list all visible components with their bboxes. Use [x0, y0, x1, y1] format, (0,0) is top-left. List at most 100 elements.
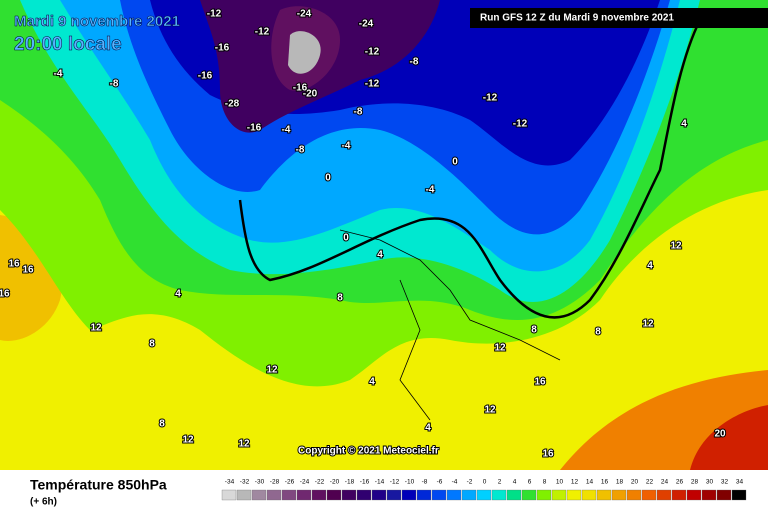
- temperature-field: [0, 0, 768, 470]
- contour-label: 12: [494, 343, 506, 354]
- scale-tick-label: 14: [586, 479, 594, 486]
- contour-label: 12: [238, 439, 250, 450]
- contour-label: -4: [342, 141, 351, 152]
- contour-label: 12: [670, 241, 682, 252]
- contour-label: -12: [365, 47, 380, 58]
- contour-label: -8: [296, 145, 305, 156]
- contour-label: 8: [159, 419, 165, 430]
- scale-tick-label: 20: [631, 479, 639, 486]
- scale-tick-label: -6: [437, 479, 443, 486]
- run-info: Run GFS 12 Z du Mardi 9 novembre 2021: [480, 13, 674, 24]
- contour-label: 4: [425, 423, 431, 434]
- scale-tick-label: 10: [556, 479, 564, 486]
- contour-labels: -12 -24-24-12-16 -12-4-8-16-28-20-16-16-12…: [0, 8, 727, 461]
- contour-label: 12: [484, 405, 496, 416]
- scale-swatch: [536, 489, 552, 501]
- scale-swatch: [326, 489, 342, 501]
- contour-label: 16: [542, 449, 554, 460]
- scale-swatch: [701, 489, 717, 501]
- scale-tick-label: -12: [390, 479, 400, 486]
- scale-swatch: [611, 489, 627, 501]
- scale-tick-label: 16: [601, 479, 609, 486]
- contour-label: 12: [90, 323, 102, 334]
- field-minus-32: [288, 31, 321, 74]
- contour-label: -16: [215, 43, 230, 54]
- scale-swatch: [461, 489, 477, 501]
- scale-swatch: [476, 489, 492, 501]
- contour-label: -4: [426, 185, 435, 196]
- contour-label: 0: [343, 233, 349, 244]
- contour-label: -12: [483, 93, 498, 104]
- local-time: 20:00 locale: [14, 34, 122, 55]
- scale-swatch: [356, 489, 372, 501]
- scale-swatch: [266, 489, 282, 501]
- contour-label: 8: [149, 339, 155, 350]
- contour-label: 12: [642, 319, 654, 330]
- scale-tick-label: -2: [467, 479, 473, 486]
- scale-swatch: [401, 489, 417, 501]
- contour-label: 4: [369, 377, 375, 388]
- contour-label: -16: [198, 71, 213, 82]
- scale-tick-label: 18: [616, 479, 624, 486]
- contour-label: -8: [354, 107, 363, 118]
- scale-swatch: [311, 489, 327, 501]
- scale-swatch: [656, 489, 672, 501]
- scale-tick-label: -22: [315, 479, 325, 486]
- scale-swatch: [716, 489, 732, 501]
- scale-tick-label: 6: [528, 479, 532, 486]
- scale-tick-label: -34: [225, 479, 235, 486]
- scale-swatch: [641, 489, 657, 501]
- scale-swatch: [521, 489, 537, 501]
- contour-label: 8: [595, 327, 601, 338]
- contour-label: 4: [681, 119, 687, 130]
- contour-label: -20: [303, 89, 318, 100]
- run-box: [470, 8, 768, 28]
- scale-tick-label: -30: [255, 479, 265, 486]
- scale-tick-label: 2: [498, 479, 502, 486]
- scale-tick-label: -10: [405, 479, 415, 486]
- scale-swatch: [491, 489, 507, 501]
- scale-swatch: [506, 489, 522, 501]
- contour-label: 16: [534, 377, 546, 388]
- scale-swatch: [581, 489, 597, 501]
- scale-tick-label: 0: [483, 479, 487, 486]
- scale-swatch: [731, 489, 747, 501]
- scale-swatch: [281, 489, 297, 501]
- contour-label: -24: [297, 9, 312, 20]
- scale-tick-label: 32: [721, 479, 729, 486]
- contour-label: -16: [247, 123, 262, 134]
- scale-tick-label: -16: [360, 479, 370, 486]
- coastline: [339, 229, 561, 421]
- scale-tick-label: -26: [285, 479, 295, 486]
- scale-tick-label: 34: [736, 479, 744, 486]
- scale-tick-label: -8: [422, 479, 428, 486]
- contour-label: -8: [110, 79, 119, 90]
- scale-tick-label: 12: [571, 479, 579, 486]
- scale-swatch: [626, 489, 642, 501]
- contour-label: -12: [255, 27, 270, 38]
- date: Mardi 9 novembre 2021: [14, 13, 180, 30]
- scale-tick-label: -4: [452, 479, 458, 486]
- contour-label: 12: [182, 435, 194, 446]
- scale-swatch: [446, 489, 462, 501]
- scale-tick-label: -20: [330, 479, 340, 486]
- contour-label: 12: [266, 365, 278, 376]
- footer-lead: (+ 6h): [30, 497, 57, 508]
- scale-tick-label: 4: [513, 479, 517, 486]
- scale-swatch: [251, 489, 267, 501]
- scale-tick-label: 28: [691, 479, 699, 486]
- contour-label: -24: [359, 19, 374, 30]
- scale-swatch: [386, 489, 402, 501]
- contour-label: 0: [325, 173, 331, 184]
- contour-label: 4: [377, 250, 383, 261]
- scale-swatch: [416, 489, 432, 501]
- scale-swatch: [341, 489, 357, 501]
- copyright: Copyright © 2021 Meteociel.fr: [298, 446, 439, 457]
- scale-swatch: [371, 489, 387, 501]
- scale-tick-label: 24: [661, 479, 669, 486]
- contour-label: -8: [410, 57, 419, 68]
- contour-label: -28: [225, 99, 240, 110]
- contour-label: 8: [531, 325, 537, 336]
- contour-label: -12: [513, 119, 528, 130]
